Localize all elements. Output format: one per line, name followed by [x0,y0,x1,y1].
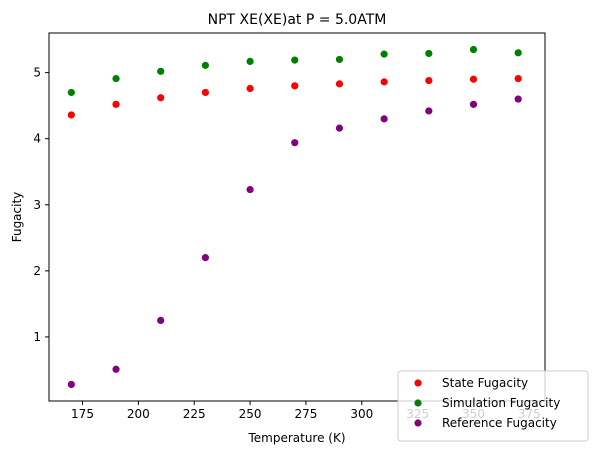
legend-box [397,370,589,442]
y-tick-label: 1 [33,330,41,344]
point-series-1 [67,88,75,97]
x-tick-label: 200 [127,407,150,421]
point-series-1 [425,49,433,58]
legend-marker [414,379,422,387]
point-series-0 [469,75,478,83]
legend-marker [414,399,422,407]
point-series-0 [514,74,522,83]
point-series-2 [112,365,120,373]
x-tick-label: 275 [294,407,317,421]
point-series-0 [157,94,165,102]
point-series-2 [201,254,209,262]
point-series-2 [246,185,254,194]
point-series-2 [67,380,75,389]
point-series-1 [157,67,165,75]
point-series-2 [157,316,165,324]
point-series-0 [246,84,254,93]
plot-area [48,32,546,402]
point-series-2 [335,124,344,132]
point-series-1 [514,49,522,57]
y-tick-label: 4 [33,132,41,146]
point-series-1 [291,56,299,64]
point-series-1 [469,45,478,54]
point-series-1 [246,57,254,66]
x-tick-label: 300 [350,407,373,421]
point-series-0 [112,100,120,108]
data-points [67,45,522,389]
point-series-0 [291,82,299,90]
point-series-0 [335,80,344,88]
point-series-2 [469,100,478,108]
x-tick-label: 225 [183,407,206,421]
point-series-2 [425,107,433,115]
x-tick-label: 175 [71,407,94,421]
legend-label: State Fugacity [442,376,528,390]
point-series-2 [380,115,388,123]
point-series-0 [380,78,388,86]
point-series-1 [335,55,344,64]
point-series-1 [380,50,388,58]
point-series-2 [514,95,522,103]
point-series-1 [112,74,120,83]
chart-title: NPT XE(XE)at P = 5.0ATM [208,12,387,28]
y-tick-label: 3 [33,198,41,212]
y-axis: 1 2 3 4 5 [33,66,49,344]
legend-label: Reference Fugacity [442,416,557,430]
point-series-0 [201,88,209,97]
x-tick-label: 250 [239,407,262,421]
legend-marker [414,419,422,427]
point-series-0 [67,111,75,119]
y-axis-label: Fugacity [10,192,24,243]
point-series-2 [291,139,299,147]
x-axis-label: Temperature (K) [247,431,345,445]
y-tick-label: 2 [33,264,41,278]
point-series-1 [201,61,209,69]
y-tick-label: 5 [33,66,41,80]
legend-label: Simulation Fugacity [442,396,560,410]
point-series-0 [425,76,433,85]
legend: State Fugacity Simulation Fugacity Referen… [397,370,589,442]
